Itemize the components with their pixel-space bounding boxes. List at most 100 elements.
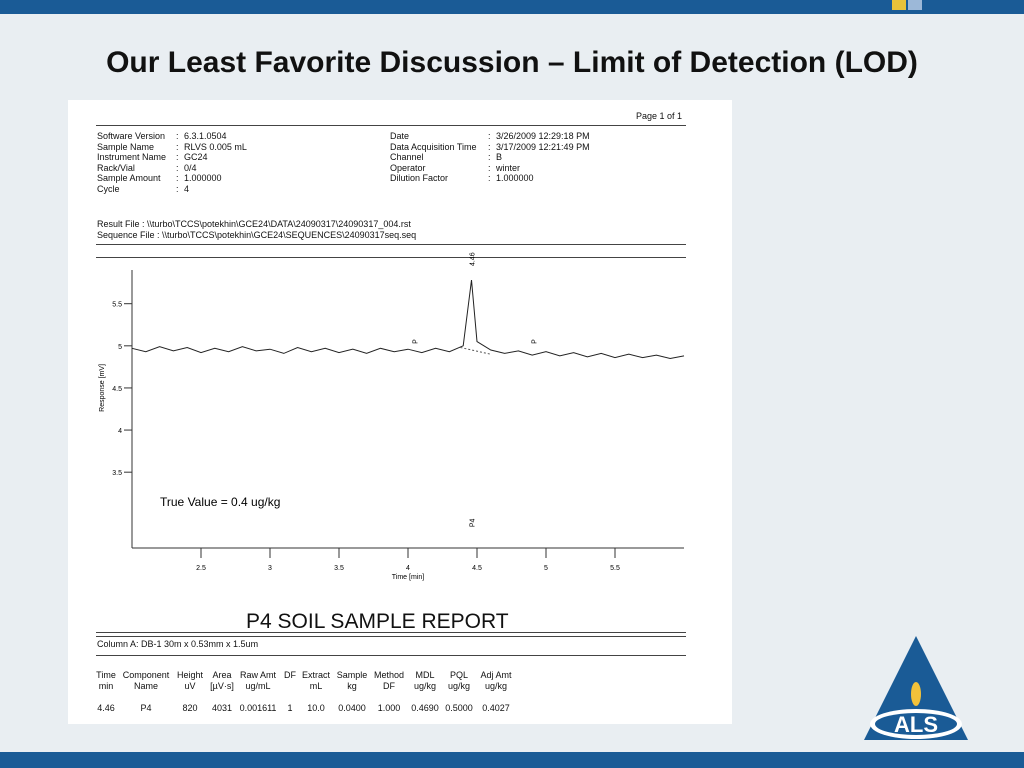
field-value: winter	[496, 162, 521, 173]
table-header: MDL	[415, 670, 435, 680]
field-value: 3/26/2009 12:29:18 PM	[496, 131, 590, 141]
table-header: Method	[373, 670, 405, 680]
logo-text: ALS	[894, 712, 938, 737]
separator: :	[488, 131, 491, 141]
table-header: ug/kg	[484, 681, 508, 691]
field-value: 3/17/2009 12:21:49 PM	[496, 141, 590, 152]
table-header: PQL	[449, 670, 469, 680]
field-value: GC24	[184, 152, 208, 163]
separator: :	[488, 141, 491, 152]
rule	[96, 125, 686, 126]
x-tick-label: 4	[406, 565, 410, 572]
separator: :	[176, 184, 179, 194]
report-title: P4 SOIL SAMPLE REPORT	[246, 610, 509, 633]
separator: :	[176, 173, 179, 184]
logo-oval-inner	[875, 713, 957, 735]
table-header: mL	[309, 681, 323, 691]
separator: :	[488, 173, 491, 184]
separator: :	[176, 152, 179, 163]
table-cell: 1	[287, 703, 293, 713]
sequence-file: Sequence File : \\turbo\TCCS\potekhin\GC…	[97, 230, 417, 240]
x-tick-label: 2.5	[196, 565, 206, 572]
table-header: ug/kg	[413, 681, 437, 691]
accent	[908, 0, 922, 10]
field-value: 4	[184, 184, 190, 194]
page-number: Page 1 of 1	[636, 111, 683, 121]
logo-flame	[911, 682, 921, 706]
field-label: Date	[390, 131, 410, 141]
field-label: Cycle	[97, 184, 120, 194]
column-info: Column A: DB-1 30m x 0.53mm x 1.5um	[97, 639, 259, 649]
field-label: Sample Name	[97, 141, 155, 152]
trace	[131, 280, 685, 360]
y-tick-label: 3.5	[112, 470, 122, 477]
table-header: Adj Amt	[480, 670, 512, 680]
table-header: Area	[212, 670, 232, 680]
separator: :	[176, 131, 179, 141]
field-value: B	[496, 152, 503, 163]
rule	[96, 655, 686, 656]
marker: P	[531, 339, 538, 344]
table-header: min	[98, 681, 114, 691]
marker: P	[413, 339, 420, 344]
table-header: DF	[284, 670, 296, 680]
logo: ALS	[864, 636, 968, 740]
y-tick-label: 5	[118, 344, 122, 351]
y-axis-label: Response [mV]	[99, 364, 106, 412]
table-cell: 4031	[211, 703, 233, 713]
table-cell: 4.46	[97, 703, 115, 713]
top-bar	[0, 0, 1024, 14]
x-tick-label: 4.5	[472, 565, 482, 572]
field-label: Sample Amount	[97, 173, 161, 184]
baseline	[460, 347, 491, 355]
separator: :	[488, 162, 491, 173]
table-cell: 0.001611	[239, 703, 277, 713]
table-header: Height	[176, 670, 204, 680]
field-label: Software Version	[97, 131, 166, 141]
table-cell: 820	[182, 703, 198, 713]
field-label: Channel	[390, 152, 424, 163]
annotation: True Value = 0.4 ug/kg	[160, 495, 280, 509]
result-file: Result File : \\turbo\TCCS\potekhin\GCE2…	[97, 219, 411, 229]
x-tick-label: 3.5	[334, 565, 344, 572]
accent	[892, 0, 906, 10]
y-tick-label: 4	[118, 428, 122, 435]
x-axis-label: Time [min]	[392, 574, 424, 581]
table-header: Time	[96, 670, 116, 680]
chromatogram: 3.5 4 4.5 5 5.5 2.5 3 3.5 4 4.5 5 5.5 Time [min] Resp…	[99, 252, 685, 581]
table-header: Raw Amt	[239, 670, 277, 680]
table-header: kg	[347, 681, 357, 691]
table-cell: 0.0400	[338, 703, 366, 713]
field-label: Data Acquisition Time	[390, 141, 477, 152]
table-header: ug/kg	[447, 681, 471, 691]
x-tick-label: 5	[544, 565, 548, 572]
peak-name: P4	[469, 519, 476, 528]
table-header: ug/mL	[245, 681, 271, 691]
separator: :	[488, 152, 491, 163]
field-label: Instrument Name	[97, 152, 167, 163]
separator: :	[176, 162, 179, 173]
table-cell: 0.5000	[445, 703, 473, 713]
table-cell: 10.0	[307, 703, 325, 713]
y-tick-label: 4.5	[112, 386, 122, 393]
field-label: Dilution Factor	[390, 173, 449, 184]
field-label: Rack/Vial	[97, 162, 135, 173]
rule	[96, 632, 686, 633]
field-value: 1.000000	[184, 173, 222, 184]
table-header: DF	[383, 681, 395, 691]
table-cell: 1.000	[377, 703, 401, 713]
report: Page 1 of 1 Software Version 6.3.1.0504: Sa…	[68, 100, 732, 724]
field-value: 6.3.1.0504	[184, 131, 227, 141]
table-header: Name	[133, 681, 159, 691]
bottom-bar	[0, 752, 1024, 768]
field-label: Operator	[390, 162, 426, 173]
table-header: Sample	[336, 670, 368, 680]
rule	[96, 636, 686, 637]
table-header: Extract	[301, 670, 331, 680]
field-value: 0/4	[184, 162, 197, 173]
table-cell: P4	[140, 703, 152, 713]
rule	[96, 257, 686, 258]
table-cell: 0.4690	[411, 703, 439, 713]
x-tick-label: 5.5	[610, 565, 620, 572]
